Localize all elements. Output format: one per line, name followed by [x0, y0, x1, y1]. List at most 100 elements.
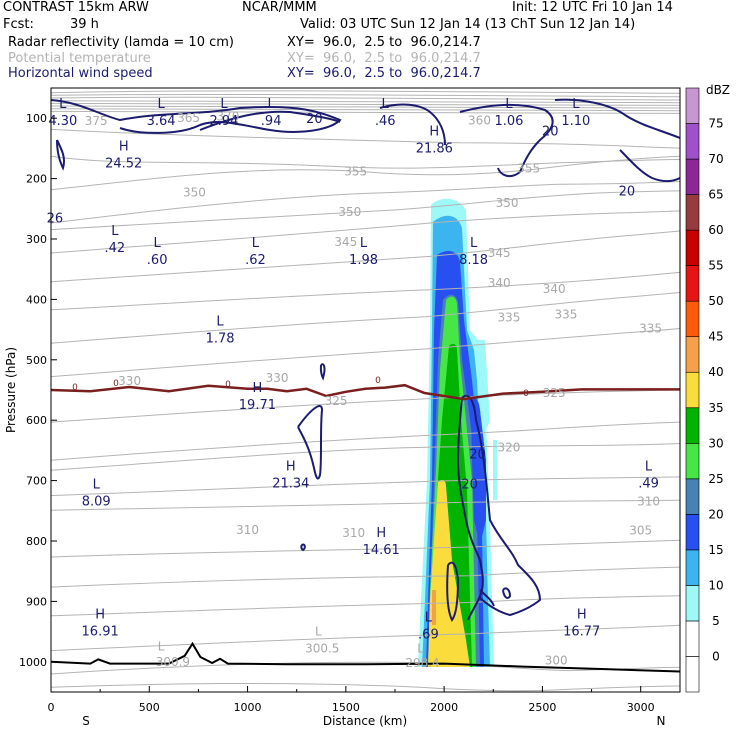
colorbar-level-55: 55	[708, 259, 723, 273]
theta-contour-label-12: 340	[543, 282, 566, 296]
wind-extremum-marker-15: H	[253, 381, 263, 396]
colorbar-swatch-2	[685, 585, 700, 622]
freezing-level-label-4: 0	[523, 389, 529, 399]
wind-extremum-marker-1: L	[157, 97, 165, 112]
theta-contour-label-23: 310	[342, 526, 365, 540]
wind-extremum-value-3: .94	[261, 114, 282, 129]
colorbar-level-20: 20	[708, 507, 723, 521]
theta-contour-label-11: 340	[488, 276, 511, 290]
plot-frame	[50, 87, 681, 693]
wind-extremum-marker-22: L	[425, 611, 433, 626]
colorbar-swatch-8	[685, 371, 700, 409]
theta-contour-label-3: 360	[468, 114, 491, 128]
field-name-theta: Potential temperature	[8, 51, 151, 66]
theta-low-marker-2: L	[417, 642, 424, 656]
theta-contour-line-24	[51, 566, 680, 588]
wind-extremum-value-22: .69	[418, 628, 439, 643]
colorbar-level-65: 65	[708, 188, 723, 202]
reflectivity-35dbz-region	[428, 479, 470, 667]
x-tick-label-4: 2000	[430, 701, 458, 714]
theta-low-marker-1: L	[158, 640, 165, 654]
init-time: Init: 12 UTC Fri 10 Jan 14	[512, 0, 673, 15]
y-tick-label-2: 300	[26, 233, 47, 246]
wind-extremum-marker-8: H	[429, 124, 439, 139]
theta-contour-line-7	[51, 110, 680, 114]
theta-contour-line-19	[51, 421, 680, 461]
x-axis-label: Distance (km)	[323, 714, 407, 728]
theta-contour-line-0	[51, 90, 680, 94]
field-xy-wind: XY= 96.0, 2.5 to 96.0,214.7	[287, 66, 481, 81]
wind-20ms-contour-6	[56, 139, 66, 171]
colorbar-level-25: 25	[708, 472, 723, 486]
theta-contour-label-10: 345	[488, 246, 511, 260]
y-tick-label-0: 100	[26, 112, 47, 125]
wind-extremum-value-5: 1.06	[495, 114, 524, 129]
field-name-wind: Horizontal wind speed	[8, 66, 153, 81]
theta-contour-label-19: 325	[325, 394, 348, 408]
wind-extremum-value-15: 19.71	[239, 398, 276, 413]
theta-contour-label-18: 325	[543, 386, 566, 400]
wind-20ms-contour-13	[479, 589, 495, 607]
wind-extremum-value-18: .49	[638, 477, 659, 492]
colorbar-level-45: 45	[708, 330, 723, 344]
colorbar-level-75: 75	[708, 117, 723, 131]
wind-20ms-contour-4	[554, 98, 680, 139]
wind-contour-label-3: 20	[469, 447, 486, 462]
wind-extremum-value-8: 21.86	[416, 141, 453, 156]
freezing-level-layer: 0 0 0 0 0	[51, 376, 680, 401]
wind-extremum-value-7: 24.52	[105, 156, 142, 171]
colorbar-swatch-1	[685, 620, 700, 657]
colorbar-level-40: 40	[708, 365, 723, 379]
x-tick-label-2: 1000	[234, 701, 262, 714]
theta-contour-label-14: 335	[555, 308, 578, 322]
theta-contour-line-16	[51, 292, 680, 344]
x-tick-label-6: 3000	[627, 701, 655, 714]
x-tick-label-0: 0	[48, 701, 55, 714]
theta-contour-label-20: 320	[498, 440, 521, 454]
wind-edge-label-0: 26	[47, 211, 64, 226]
wind-extremum-value-20: 16.91	[82, 625, 119, 640]
wind-extremum-marker-13: L	[470, 236, 478, 251]
wind-extremum-value-4: .46	[375, 114, 396, 129]
theta-contour-label-15: 335	[639, 321, 662, 335]
theta-contour-label-7: 350	[338, 205, 361, 219]
wind-20ms-contour-14	[502, 587, 512, 599]
field-name-reflectivity: Radar reflectivity (lamda = 10 cm)	[8, 35, 234, 50]
wind-extremum-value-2: 2.94	[209, 114, 238, 129]
theta-contour-label-1: 365	[177, 111, 200, 125]
x-tick-label-5: 2500	[528, 701, 556, 714]
theta-contour-line-28	[51, 682, 680, 692]
wind-extremum-value-1: 3.64	[147, 114, 176, 129]
colorbar-swatch-15	[685, 123, 700, 160]
theta-contour-line-11	[51, 181, 680, 224]
theta-contour-line-23	[51, 539, 680, 558]
y-tick-label-5: 600	[26, 414, 47, 427]
wind-extremum-value-10: .60	[147, 253, 168, 268]
wind-extremum-value-17: 8.09	[82, 495, 111, 510]
wind-extremum-value-12: 1.98	[349, 253, 378, 268]
colorbar-swatch-4	[685, 514, 700, 551]
wind-extremum-marker-4: L	[382, 97, 390, 112]
wind-extremum-value-9: .42	[105, 241, 126, 256]
axes: 0 500 1000 1500 2000 2500 30001002003004005006…	[19, 112, 655, 714]
colorbar-swatch-7	[685, 407, 700, 444]
freezing-level-label-0: 0	[72, 383, 78, 393]
y-tick-label-7: 800	[26, 535, 47, 548]
forecast-hour: 39 h	[70, 17, 99, 32]
colorbar-swatch-0	[685, 656, 700, 693]
wind-extremum-marker-17: L	[93, 478, 101, 493]
y-tick-label-8: 900	[26, 595, 47, 608]
theta-contour-line-17	[51, 328, 680, 378]
wind-extremum-marker-20: H	[95, 608, 105, 623]
wind-extremum-value-21: 16.77	[563, 625, 600, 640]
wind-extremum-marker-14: L	[216, 315, 224, 330]
colorbar-swatch-9	[685, 336, 700, 373]
wind-contour-label-4: 20	[461, 478, 478, 493]
x-tick-label-3: 1500	[332, 701, 360, 714]
forecast-label: Fcst:	[3, 17, 34, 32]
theta-contour-line-21	[51, 476, 680, 497]
wind-extremum-marker-9: L	[111, 224, 119, 239]
y-tick-label-3: 400	[26, 293, 47, 306]
colorbar-unit: dBZ	[706, 83, 730, 97]
freezing-level-line	[51, 383, 680, 401]
